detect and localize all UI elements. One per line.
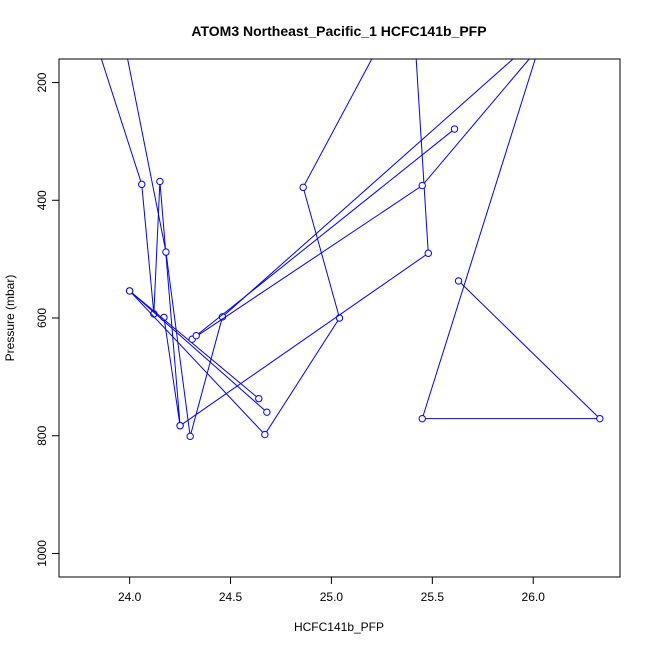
series-line xyxy=(100,59,181,426)
data-point xyxy=(138,180,146,189)
data-point xyxy=(186,432,194,441)
series-line xyxy=(179,59,429,427)
x-tick-label: 25.5 xyxy=(421,590,445,604)
y-tick-label: 600 xyxy=(35,308,49,328)
data-point xyxy=(176,422,184,430)
x-axis-label: HCFC141b_PFP xyxy=(294,620,384,634)
data-point xyxy=(192,331,200,340)
data-point xyxy=(424,249,432,257)
series-line xyxy=(195,128,455,337)
plot-area xyxy=(100,59,604,441)
data-point xyxy=(299,183,307,192)
data-point xyxy=(596,414,604,423)
series-line xyxy=(191,59,530,340)
data-point xyxy=(255,394,263,403)
y-tick-label: 200 xyxy=(35,72,49,92)
data-point xyxy=(454,277,463,285)
y-tick-label: 400 xyxy=(35,190,49,210)
x-tick-label: 24.0 xyxy=(118,590,142,604)
series-line xyxy=(129,290,268,413)
data-point xyxy=(162,248,170,256)
y-axis: 200 400 600 800 1000 xyxy=(35,72,59,567)
x-axis: 24.0 24.5 25.0 25.5 26.0 xyxy=(118,577,545,604)
data-point xyxy=(418,414,426,423)
data-point xyxy=(261,430,269,439)
chart-title: ATOM3 Northeast_Pacific_1 HCFC141b_PFP xyxy=(191,23,486,39)
data-point xyxy=(125,287,134,295)
series-line xyxy=(421,59,602,420)
series-line xyxy=(129,59,373,436)
x-tick-label: 25.0 xyxy=(320,590,344,604)
x-tick-label: 24.5 xyxy=(219,590,243,604)
x-tick-label: 26.0 xyxy=(522,590,546,604)
data-point xyxy=(450,125,459,133)
data-point xyxy=(263,408,271,416)
data-point xyxy=(418,181,426,190)
data-point xyxy=(335,314,344,322)
y-axis-label: Pressure (mbar) xyxy=(3,275,17,362)
y-tick-label: 1000 xyxy=(35,540,49,567)
y-tick-label: 800 xyxy=(35,425,49,445)
data-point xyxy=(156,177,164,186)
